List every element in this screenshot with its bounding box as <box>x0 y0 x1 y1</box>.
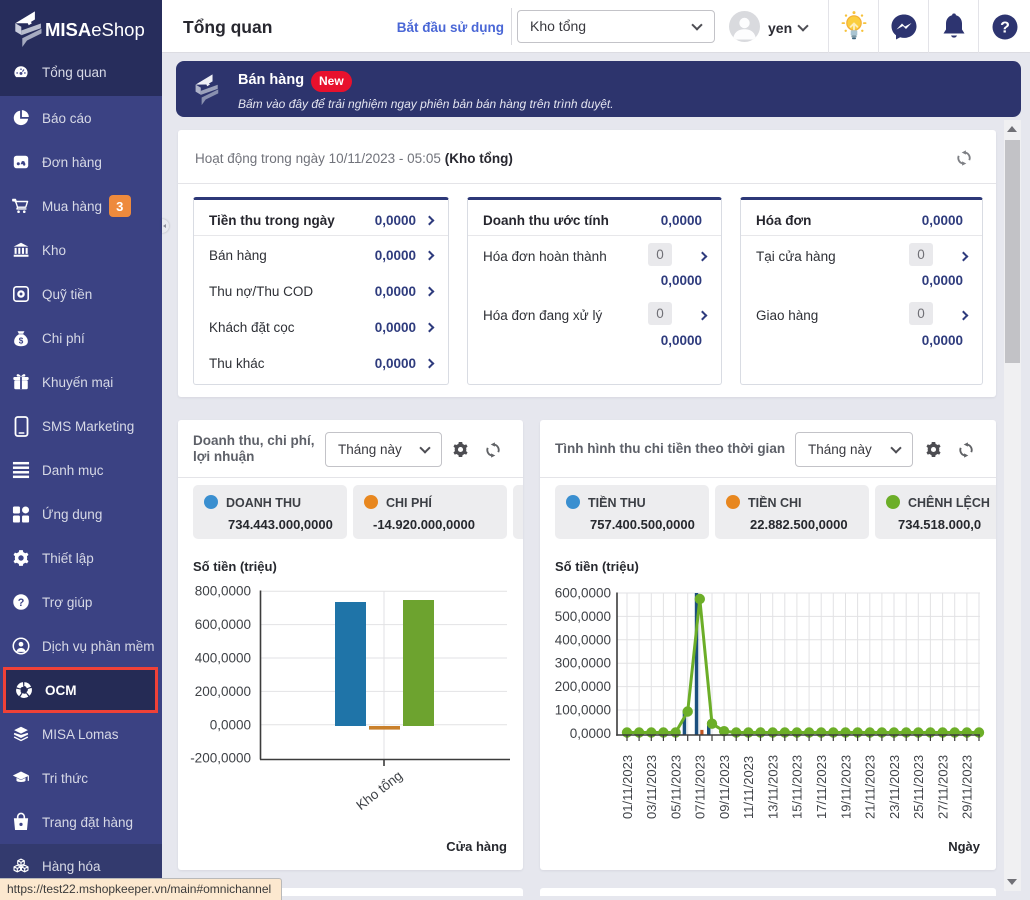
svg-text:05/11/2023: 05/11/2023 <box>668 755 683 819</box>
svg-text:23/11/2023: 23/11/2023 <box>887 755 902 819</box>
svg-text:25/11/2023: 25/11/2023 <box>911 755 926 819</box>
svg-text:17/11/2023: 17/11/2023 <box>814 755 829 819</box>
svg-text:200,0000: 200,0000 <box>195 684 251 699</box>
svg-text:0,0000: 0,0000 <box>570 726 611 741</box>
svg-text:400,0000: 400,0000 <box>195 651 251 666</box>
svg-text:09/11/2023: 09/11/2023 <box>717 755 732 819</box>
svg-text:0,0000: 0,0000 <box>210 717 251 732</box>
svg-text:-200,0000: -200,0000 <box>190 751 251 766</box>
svg-text:21/11/2023: 21/11/2023 <box>863 755 878 819</box>
svg-text:27/11/2023: 27/11/2023 <box>935 755 950 819</box>
svg-text:29/11/2023: 29/11/2023 <box>960 755 975 819</box>
svg-text:600,0000: 600,0000 <box>195 617 251 632</box>
svg-text:600,0000: 600,0000 <box>555 586 611 601</box>
svg-text:300,0000: 300,0000 <box>555 656 611 671</box>
svg-text:19/11/2023: 19/11/2023 <box>838 755 853 819</box>
svg-text:01/11/2023: 01/11/2023 <box>620 755 635 819</box>
svg-text:?: ? <box>18 597 25 609</box>
svg-text:15/11/2023: 15/11/2023 <box>790 755 805 819</box>
svg-text:07/11/2023: 07/11/2023 <box>693 755 708 819</box>
svg-text:11/11/2023: 11/11/2023 <box>741 756 756 819</box>
svg-text:?: ? <box>1000 19 1010 36</box>
svg-text:13/11/2023: 13/11/2023 <box>766 755 781 819</box>
svg-text:800,0000: 800,0000 <box>195 584 251 599</box>
svg-text:Kho tổng: Kho tổng <box>353 768 405 813</box>
svg-text:$: $ <box>19 336 24 345</box>
svg-text:400,0000: 400,0000 <box>555 632 611 647</box>
svg-text:500,0000: 500,0000 <box>555 609 611 624</box>
svg-text:200,0000: 200,0000 <box>555 679 611 694</box>
svg-text:100,0000: 100,0000 <box>555 703 611 718</box>
svg-text:03/11/2023: 03/11/2023 <box>644 755 659 819</box>
